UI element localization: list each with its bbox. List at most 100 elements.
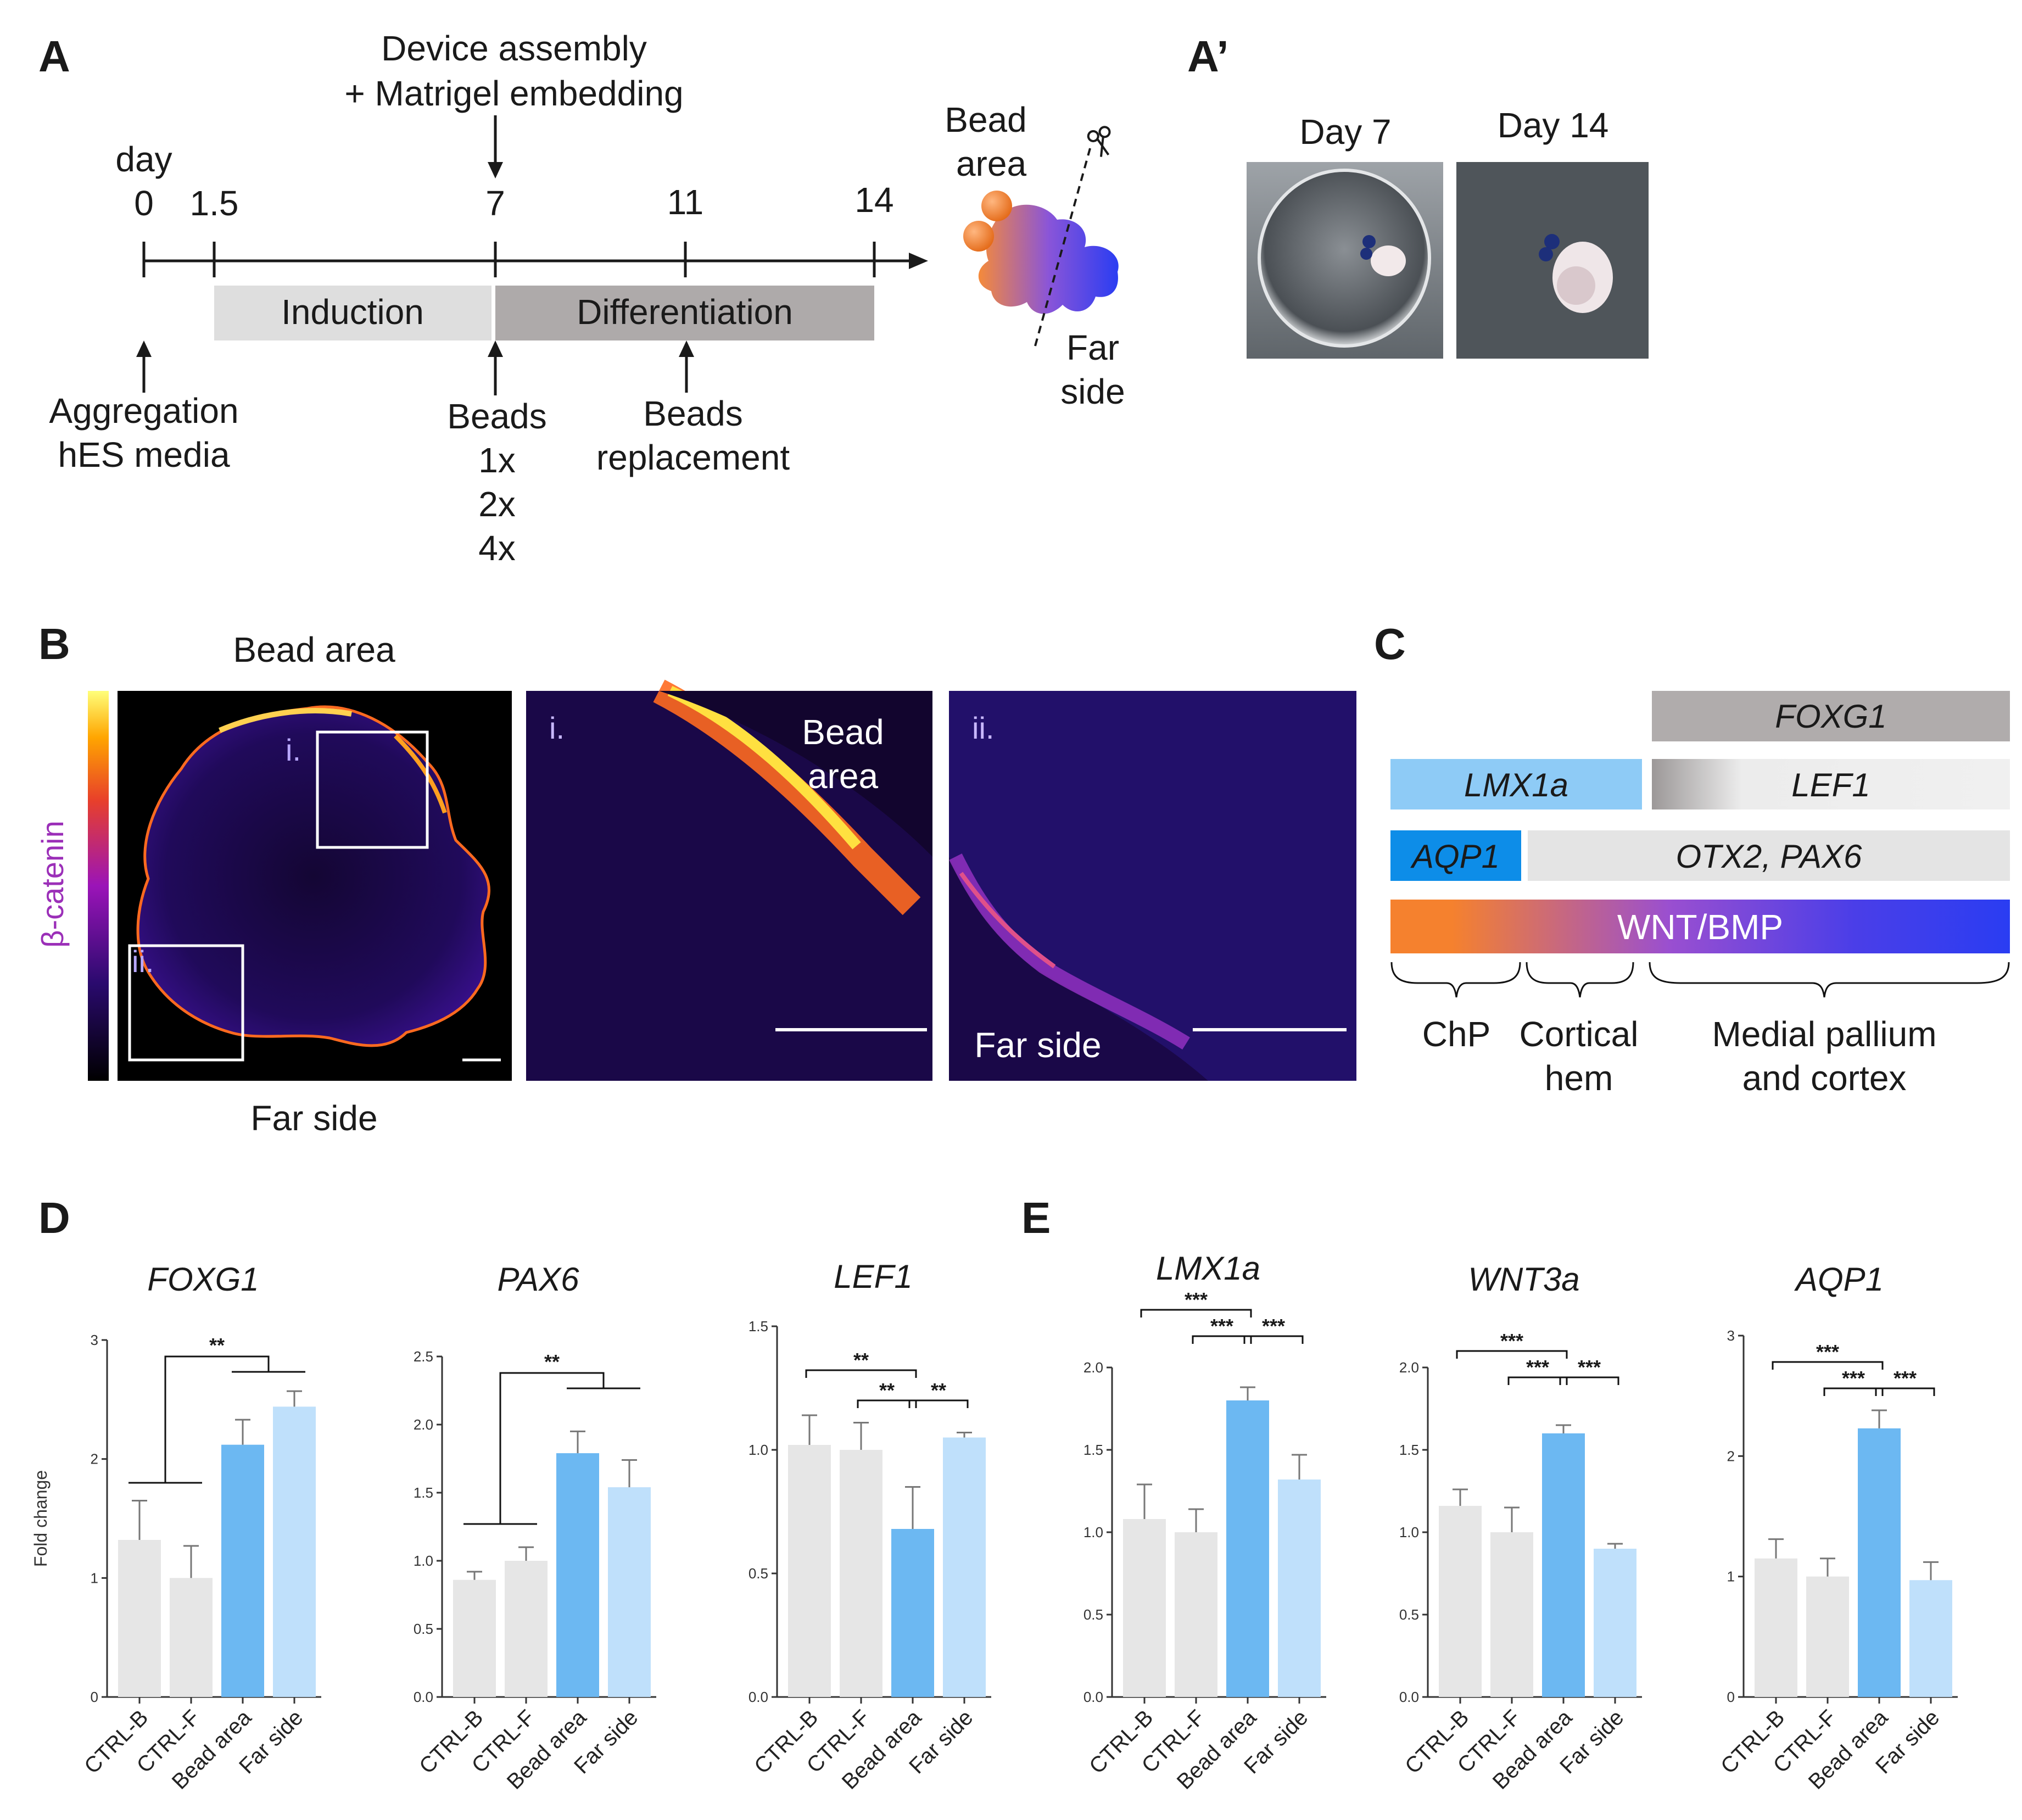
y-tick-label: 1	[1727, 1568, 1735, 1585]
wnt-bmp-gradient	[1390, 900, 2010, 953]
bar-ctrl-f	[1175, 1532, 1217, 1697]
bar-far-side	[943, 1437, 986, 1697]
panel-label-e: E	[1021, 1193, 1051, 1242]
bar-far-side	[608, 1487, 651, 1697]
zoom-i-image: i. Bead area	[526, 679, 932, 1081]
significance-bracket	[1192, 1335, 1252, 1344]
y-tick-label: 1.5	[749, 1318, 768, 1335]
zoom-ii-label: ii.	[972, 711, 994, 745]
y-tick-label: 0.0	[1083, 1689, 1103, 1705]
bar-ctrl-f	[840, 1450, 882, 1697]
chart-title: WNT3a	[1468, 1261, 1579, 1298]
y-axis-label: Fold change	[31, 1470, 51, 1567]
significance-bracket	[499, 1372, 605, 1524]
y-tick-label: 1.0	[749, 1442, 768, 1458]
wnt-bmp-label: WNT/BMP	[1617, 907, 1783, 947]
arrow-up-icon	[488, 340, 503, 395]
zoom-i-label: i.	[549, 711, 565, 745]
y-tick-label: 0.0	[414, 1689, 433, 1705]
bar-bead-area	[1226, 1400, 1269, 1697]
arrow-down-icon	[488, 115, 503, 178]
significance-bracket	[857, 1399, 917, 1408]
bead-icon	[963, 221, 994, 252]
significance-label: ***	[1526, 1356, 1549, 1378]
colorbar-label: β-catenin	[35, 820, 70, 947]
tick-day-11: 11	[667, 182, 703, 222]
cortical-hem-label-2: hem	[1545, 1058, 1613, 1098]
aggregation-label: Aggregation	[49, 391, 238, 431]
y-tick-label: 0.5	[749, 1565, 768, 1582]
arrow-up-icon	[679, 340, 694, 393]
colorbar	[88, 691, 109, 1081]
y-tick-label: 2.0	[414, 1416, 433, 1433]
bar-ctrl-f	[1490, 1532, 1533, 1697]
day-label: day	[115, 139, 172, 179]
bar-bead-area	[221, 1444, 264, 1697]
bar-far-side	[1594, 1549, 1636, 1697]
bar-ctrl-b	[118, 1540, 161, 1697]
chart-title: AQP1	[1794, 1261, 1884, 1298]
aqp1-bar	[1390, 830, 1521, 881]
differentiation-label: Differentiation	[577, 292, 793, 332]
chart-title: PAX6	[498, 1261, 580, 1298]
significance-bracket	[1507, 1376, 1568, 1385]
differentiation-bar	[495, 286, 874, 340]
tick-day-0: 0	[134, 183, 154, 223]
significance-label: ***	[1262, 1315, 1285, 1337]
bead-area-label-1: Bead	[945, 100, 1026, 139]
y-tick-label: 3	[1727, 1327, 1735, 1344]
bead-area-label-2: area	[956, 144, 1027, 183]
y-tick-label: 1.0	[1399, 1524, 1419, 1540]
chp-label: ChP	[1422, 1014, 1491, 1054]
foxg1-label: FOXG1	[1775, 698, 1886, 735]
y-tick-label: 2	[91, 1451, 98, 1467]
bar-ctrl-b	[1755, 1558, 1797, 1697]
bar-ctrl-b	[1439, 1506, 1482, 1697]
far-side-label-1: Far	[1066, 328, 1119, 367]
significance-bracket	[1559, 1376, 1619, 1385]
scissors-icon	[1087, 126, 1111, 157]
bar-far-side	[1909, 1580, 1952, 1697]
arrow-up-icon	[136, 340, 152, 393]
timeline-axis	[142, 242, 928, 277]
tick-day-14: 14	[854, 180, 893, 220]
bar-bead-area	[1542, 1433, 1585, 1697]
bar-bead-area	[1858, 1428, 1901, 1697]
significance-label: **	[879, 1379, 895, 1402]
y-tick-label: 2.5	[414, 1348, 433, 1365]
chart-title: FOXG1	[147, 1261, 259, 1298]
medial-pallium-label-1: Medial pallium	[1712, 1014, 1936, 1054]
y-tick-label: 1.5	[414, 1484, 433, 1501]
brace-medial-pallium	[1649, 962, 2010, 998]
induction-bar	[214, 286, 491, 340]
y-tick-label: 0	[1727, 1689, 1735, 1705]
far-side-bottom-label: Far side	[250, 1098, 377, 1138]
significance-label: ***	[1500, 1330, 1523, 1352]
aqp1-label: AQP1	[1410, 838, 1500, 875]
panel-a: A Device assembly + Matrigel embedding d…	[38, 29, 1125, 568]
brace-cortical-hem	[1526, 962, 1634, 998]
device-assembly-label: Device assembly	[381, 29, 647, 68]
y-tick-label: 0.5	[1083, 1606, 1103, 1623]
y-tick-label: 0.0	[1399, 1689, 1419, 1705]
significance-label: ***	[1210, 1315, 1233, 1337]
panel-label-a-prime: A’	[1187, 32, 1229, 81]
lef1-label: LEF1	[1791, 767, 1870, 803]
inset-ii-box	[128, 944, 244, 1062]
bar-ctrl-b	[453, 1579, 496, 1697]
beads-label: Beads	[447, 397, 546, 436]
inset-i-box	[316, 730, 429, 849]
significance-bracket	[1140, 1309, 1252, 1317]
organoid-schematic	[963, 126, 1119, 347]
inset-i-label: i.	[286, 733, 301, 767]
bead-icon	[981, 191, 1012, 221]
day7-label: Day 7	[1299, 112, 1391, 152]
y-tick-label: 3	[91, 1332, 98, 1348]
significance-bracket	[164, 1355, 270, 1483]
significance-bracket	[1772, 1361, 1884, 1370]
significance-label: ***	[1185, 1288, 1208, 1311]
significance-label: **	[931, 1379, 946, 1402]
tick-day-1-5: 1.5	[190, 183, 239, 223]
